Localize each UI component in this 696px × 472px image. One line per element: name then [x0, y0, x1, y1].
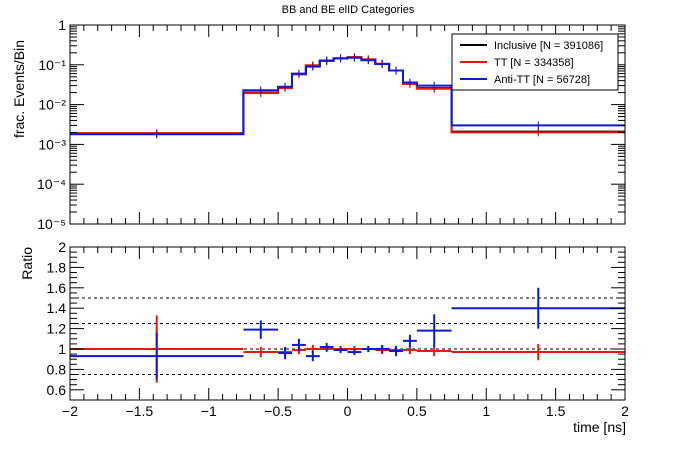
y-tick-label: 10⁻⁵	[37, 216, 66, 232]
distribution-y-tick-labels: 10⁻⁵ 10⁻⁴ 10⁻³ 10⁻² 10⁻¹ 1	[37, 17, 66, 232]
ratio-y-tick-label: 1.8	[47, 259, 67, 275]
x-tick-label: −0.5	[264, 403, 292, 419]
legend-label-tt: TT [N = 334358]	[494, 57, 574, 69]
ratio-y-tick-label: 1.6	[47, 280, 67, 296]
ratio-y-axis-title: Ratio	[19, 247, 35, 280]
x-tick-label: −1.5	[126, 403, 154, 419]
x-tick-label: −2	[62, 403, 78, 419]
distribution-series-layer	[70, 53, 625, 139]
distribution-frame	[69, 24, 626, 225]
x-tick-labels: −2 −1.5 −1 −0.5 0 0.5 1 1.5 2	[62, 403, 629, 419]
x-tick-label: 2	[621, 403, 629, 419]
distribution-panel: 10⁻⁵ 10⁻⁴ 10⁻³ 10⁻² 10⁻¹ 1 frac. Events/Bin I…	[11, 17, 626, 232]
ratio-y-tick-label: 2	[58, 239, 66, 255]
x-tick-label: 1	[482, 403, 490, 419]
legend-label-inclusive: Inclusive [N = 391086]	[494, 40, 603, 52]
ratio-y-tick-label: 1.4	[47, 300, 67, 316]
distribution-y-axis-title: frac. Events/Bin	[11, 40, 27, 138]
y-tick-label: 10⁻³	[38, 136, 66, 152]
ratio-series-layer	[70, 287, 625, 383]
y-tick-label: 10⁻¹	[38, 57, 66, 73]
legend: Inclusive [N = 391086] TT [N = 334358] A…	[451, 33, 619, 91]
ratio-panel: 2 1.8 1.6 1.4 1.2 1 0.8 0.6 −2 −1.5 −1 −0.5 0 0.5 1 1.…	[19, 239, 629, 435]
x-axis-title: time [ns]	[573, 419, 626, 435]
ratio-y-tick-labels: 2 1.8 1.6 1.4 1.2 1 0.8 0.6	[47, 239, 67, 398]
legend-label-antitt: Anti-TT [N = 56728]	[494, 74, 590, 86]
x-tick-label: −1	[201, 403, 217, 419]
ratio-y-tick-label: 1.2	[47, 321, 67, 337]
ratio-y-tick-label: 1	[58, 341, 66, 357]
ratio-y-tick-label: 0.8	[47, 361, 67, 377]
x-tick-label: 1.5	[546, 403, 566, 419]
y-tick-label: 1	[58, 17, 66, 33]
x-tick-label: 0.5	[407, 403, 427, 419]
ratio-frame	[69, 246, 626, 401]
chart-title: BB and BE elID Categories	[282, 4, 415, 16]
y-tick-label: 10⁻²	[38, 97, 66, 113]
ratio-y-tick-label: 0.6	[47, 382, 67, 398]
y-tick-label: 10⁻⁴	[37, 176, 66, 192]
x-tick-label: 0	[344, 403, 352, 419]
